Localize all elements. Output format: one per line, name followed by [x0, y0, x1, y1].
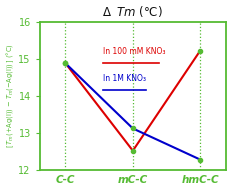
Text: In 1M KNO₃: In 1M KNO₃ [103, 74, 145, 83]
Y-axis label: [ $T_m$(+Ag(I)) − $T_m$(−Ag(I)) ] (°C): [ $T_m$(+Ag(I)) − $T_m$(−Ag(I)) ] (°C) [4, 43, 16, 148]
Text: In 100 mM KNO₃: In 100 mM KNO₃ [103, 47, 165, 56]
Title: Δ  $Tm$ (°C): Δ $Tm$ (°C) [102, 4, 163, 19]
